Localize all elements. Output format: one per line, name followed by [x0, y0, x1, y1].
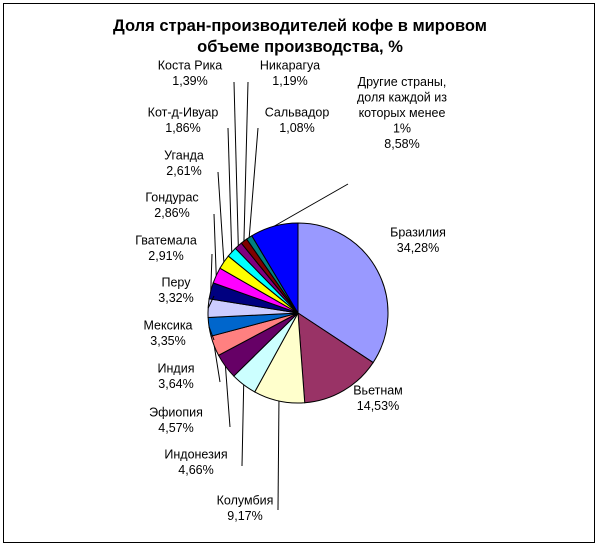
slice-label-value: 2,91%	[148, 249, 183, 263]
slice-label-value: 4,57%	[158, 421, 193, 435]
slice-label-12: Коста Рика 1,39%	[158, 59, 223, 89]
slice-label-6: Мексика 3,35%	[143, 319, 192, 349]
leader-line-4	[224, 366, 231, 428]
slice-label-name: Никарагуа	[260, 59, 320, 73]
slice-label-name: Коста Рика	[158, 59, 223, 73]
leader-line-5	[213, 345, 221, 383]
slice-label-name: Мексика	[143, 319, 192, 333]
slice-label-3: Индонезия 4,66%	[164, 448, 227, 478]
slice-label-11: Кот-д-Ивуар 1,86%	[148, 106, 219, 136]
leader-lines	[207, 81, 349, 511]
slice-label-name: Вьетнам	[353, 384, 403, 398]
leader-line-15	[273, 183, 349, 227]
slice-label-15: Другие страны, доля каждой из которых мене…	[357, 75, 447, 151]
leader-line-7	[207, 295, 215, 309]
slice-label-name: Индия	[158, 362, 195, 376]
slice-label-value: 3,35%	[150, 334, 185, 348]
slice-label-name: Перу	[162, 276, 192, 290]
slice-label-name: Бразилия	[390, 226, 446, 240]
slice-label-name: Эфиопия	[149, 406, 203, 420]
slice-label-value: 1,39%	[172, 74, 207, 88]
slice-label-2: Колумбия 9,17%	[217, 494, 274, 524]
slice-label-14: Сальвадор 1,08%	[265, 106, 330, 136]
slice-label-value: 3,32%	[158, 291, 193, 305]
slice-label-value: 4,66%	[178, 463, 213, 477]
slice-label-7: Перу 3,32%	[158, 276, 193, 306]
slice-label-1: Вьетнам 14,53%	[353, 384, 403, 414]
slice-label-10: Уганда 2,61%	[164, 149, 204, 179]
slice-label-name: Индонезия	[164, 448, 227, 462]
slice-label-name: Гватемала	[135, 234, 197, 248]
slice-label-value: 34,28%	[397, 241, 439, 255]
slice-label-5: Индия 3,64%	[158, 362, 195, 392]
slice-label-name: Кот-д-Ивуар	[148, 106, 219, 120]
leader-line-6	[208, 326, 215, 341]
slice-label-8: Гватемала 2,91%	[135, 234, 197, 264]
slice-label-name: Гондурас	[145, 191, 198, 205]
slice-label-value: 2,61%	[166, 164, 201, 178]
slice-label-4: Эфиопия 4,57%	[149, 406, 203, 436]
leader-line-9	[213, 213, 217, 276]
slice-labels: Бразилия 34,28% Вьетнам 14,53% Колумбия 9,17%…	[135, 59, 447, 524]
slice-label-value: 9,17%	[227, 509, 262, 523]
leader-line-8	[210, 253, 213, 291]
leader-line-11	[227, 127, 233, 253]
slice-label-name: Сальвадор	[265, 106, 330, 120]
leader-line-13	[243, 81, 249, 242]
slice-label-name: Колумбия	[217, 494, 274, 508]
leader-line-12	[233, 81, 239, 246]
slice-label-value: 1,19%	[272, 74, 307, 88]
slice-label-name: доля каждой из	[357, 91, 447, 105]
slice-label-value: 2,86%	[154, 206, 189, 220]
leader-line-2	[277, 400, 280, 511]
slice-label-0: Бразилия 34,28%	[390, 226, 446, 256]
slice-label-name: 1%	[393, 122, 411, 136]
slice-label-value: 1,86%	[165, 121, 200, 135]
slice-label-name: которых менее	[359, 106, 446, 120]
leader-line-10	[217, 171, 225, 263]
pie-slice-15	[251, 222, 299, 315]
chart-title-line-1: Доля стран-производителей кофе в мировом	[113, 17, 487, 35]
chart-title-line-2: объеме производства, %	[197, 38, 403, 56]
chart-title: Доля стран-производителей кофе в мировом…	[0, 16, 600, 58]
slice-label-value: 8,58%	[384, 137, 419, 151]
slice-label-value: 1,08%	[279, 121, 314, 135]
leader-line-3	[241, 384, 245, 467]
slice-label-name: Уганда	[164, 149, 204, 163]
slice-label-name: Другие страны,	[358, 75, 447, 89]
pie-slices	[207, 222, 389, 404]
slice-label-value: 3,64%	[158, 377, 193, 391]
slice-label-9: Гондурас 2,86%	[145, 191, 198, 221]
slice-label-13: Никарагуа 1,19%	[260, 59, 320, 89]
pie-slice-1	[297, 312, 374, 404]
slice-label-value: 14,53%	[357, 399, 399, 413]
leader-line-14	[248, 127, 259, 238]
